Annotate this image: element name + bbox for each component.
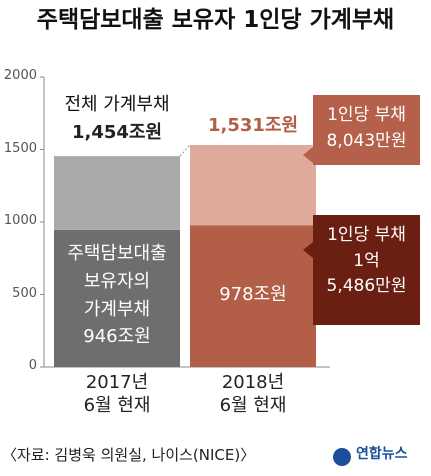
y-tick-label: 1000 (3, 213, 37, 228)
total-label: 전체 가계부채 (64, 94, 170, 116)
series-label: 주택담보대출 보유자의 가계부채 (67, 242, 167, 320)
x-tick-label: 2018년 6월 현재 (219, 372, 287, 416)
chart-title: 주택담보대출 보유자 1인당 가계부채 (36, 7, 395, 33)
value-label: 946조원 (83, 325, 151, 347)
annotation: 1인당 부채 8,043만원 (326, 105, 407, 151)
callout-pointer (303, 147, 313, 164)
bar-segment (190, 225, 316, 367)
y-tick-label: 0 (28, 358, 37, 373)
callout-box (313, 95, 420, 165)
callout-pointer (303, 242, 313, 258)
y-tick-label: 1500 (3, 140, 37, 156)
y-tick-label: 2000 (3, 68, 37, 83)
y-tick-label: 500 (12, 285, 37, 301)
annotation: 1인당 부채 1억 5,486만원 (326, 225, 407, 296)
value-label: 978조원 (219, 284, 287, 306)
x-tick-label: 2017년 6월 현재 (83, 372, 151, 416)
total-value-label: 1,454조원 (71, 122, 163, 144)
source: 〈자료: 김병욱 의원실, 나이스(NICE)〉 (2, 446, 256, 464)
total-value-label: 1,531조원 (207, 115, 299, 136)
bar-segment (54, 156, 180, 230)
bar-segment (190, 145, 316, 226)
callout-box (313, 215, 420, 325)
bar-segment (54, 229, 180, 367)
connector (179, 144, 191, 157)
logo: 연합뉴스 (356, 446, 408, 462)
logo-icon (333, 448, 351, 466)
